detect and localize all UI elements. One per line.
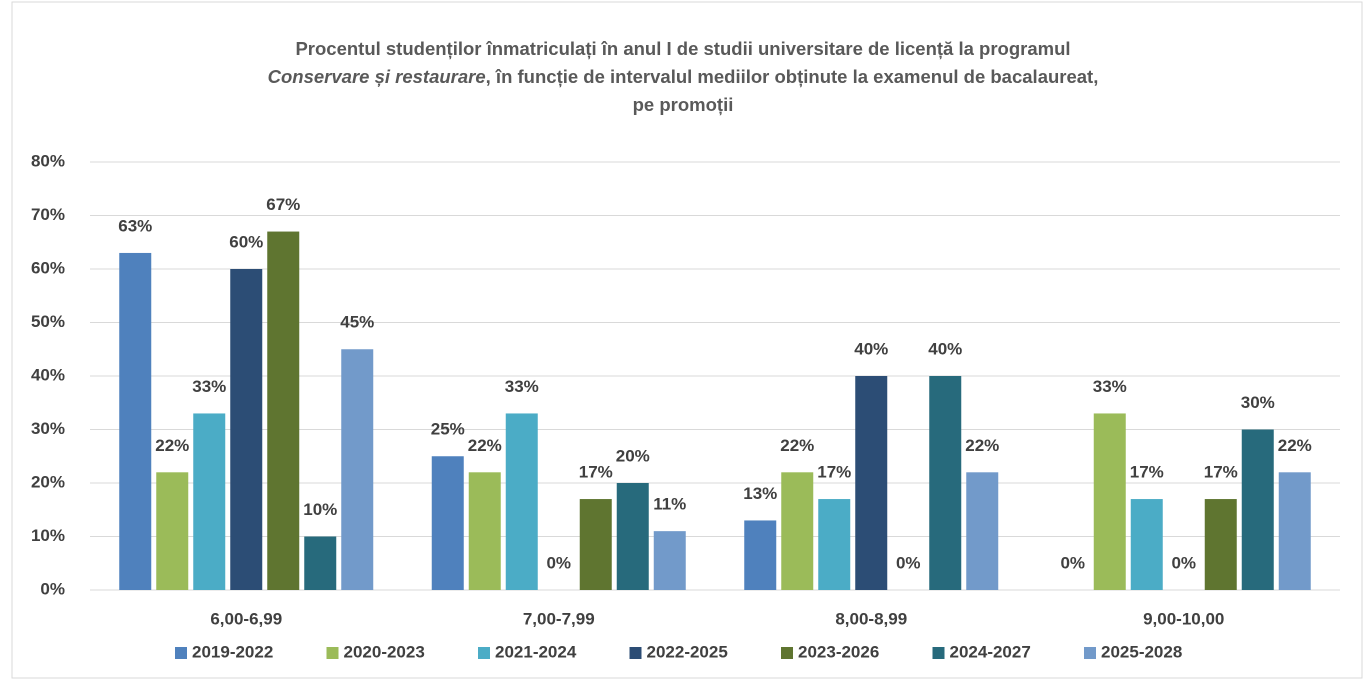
value-label: 22% [780, 436, 814, 455]
bar [156, 472, 189, 590]
bar [579, 499, 612, 590]
bar [781, 472, 814, 590]
bar [855, 376, 888, 590]
value-label: 22% [155, 436, 189, 455]
bar [1130, 499, 1163, 590]
value-label: 25% [431, 420, 465, 439]
legend-swatch [1084, 647, 1096, 659]
value-label: 45% [340, 313, 374, 332]
value-label: 13% [743, 484, 777, 503]
value-label: 33% [1093, 377, 1127, 396]
value-label: 60% [229, 232, 263, 251]
value-label: 22% [965, 436, 999, 455]
bar [505, 413, 538, 590]
y-tick-label: 40% [31, 365, 65, 384]
bar [1241, 429, 1274, 590]
bar [966, 472, 999, 590]
legend-label: 2020-2023 [344, 642, 425, 661]
bar [267, 231, 300, 591]
title-segment: Procentul studenților înmatriculați în a… [295, 38, 1070, 59]
legend-swatch [478, 647, 490, 659]
bar [230, 269, 263, 590]
legend-swatch [175, 647, 187, 659]
bar [304, 536, 337, 590]
bar [744, 520, 777, 590]
title-segment: Conservare și restaurare [268, 66, 486, 87]
x-tick-label: 8,00-8,99 [835, 609, 907, 628]
bar [193, 413, 226, 590]
value-label: 67% [266, 195, 300, 214]
legend-label: 2021-2024 [495, 642, 577, 661]
legend-swatch [326, 647, 339, 659]
bar [468, 472, 501, 590]
bar [929, 376, 962, 590]
bar [653, 531, 686, 590]
chart-title: Procentul studenților înmatriculați în a… [295, 38, 1070, 59]
y-tick-label: 80% [31, 151, 65, 170]
y-tick-label: 30% [31, 419, 65, 438]
value-label: 20% [616, 446, 650, 465]
value-label: 11% [653, 495, 686, 514]
x-tick-label: 6,00-6,99 [210, 609, 282, 628]
legend-label: 2024-2027 [950, 642, 1031, 661]
legend-label: 2023-2026 [798, 642, 879, 661]
y-tick-label: 60% [31, 258, 65, 277]
value-label: 17% [579, 463, 613, 482]
value-label: 17% [817, 463, 851, 482]
legend-label: 2019-2022 [192, 642, 273, 661]
value-label: 22% [1278, 436, 1312, 455]
chart-title: Conservare și restaurare, în funcție de … [268, 66, 1099, 87]
value-label: 0% [896, 553, 921, 572]
y-tick-label: 10% [31, 526, 65, 545]
legend-label: 2025-2028 [1101, 642, 1182, 661]
bar [818, 499, 851, 590]
title-segment: pe promoții [633, 94, 734, 115]
value-label: 40% [854, 339, 888, 358]
legend-swatch [781, 647, 793, 659]
value-label: 30% [1241, 393, 1275, 412]
chart-title: pe promoții [633, 94, 734, 115]
y-tick-label: 0% [40, 579, 65, 598]
value-label: 17% [1130, 463, 1164, 482]
legend-swatch [932, 647, 945, 659]
x-tick-label: 9,00-10,00 [1143, 609, 1224, 628]
bar [1093, 413, 1126, 590]
bar [1278, 472, 1311, 590]
y-tick-label: 70% [31, 205, 65, 224]
y-tick-label: 50% [31, 312, 65, 331]
value-label: 0% [1060, 553, 1085, 572]
title-segment: , în funcție de intervalul mediilor obți… [486, 66, 1099, 87]
bar [119, 252, 152, 590]
value-label: 0% [546, 553, 571, 572]
legend-swatch [629, 647, 642, 659]
value-label: 63% [118, 216, 152, 235]
value-label: 0% [1171, 553, 1196, 572]
y-tick-label: 20% [31, 472, 65, 491]
value-label: 22% [468, 436, 502, 455]
legend-label: 2022-2025 [647, 642, 728, 661]
value-label: 10% [303, 500, 337, 519]
value-label: 33% [192, 377, 226, 396]
bar [431, 456, 464, 590]
value-label: 40% [928, 339, 962, 358]
value-label: 33% [505, 377, 539, 396]
bar [341, 349, 374, 590]
bar [1204, 499, 1237, 590]
bar [616, 483, 649, 590]
x-tick-label: 7,00-7,99 [523, 609, 595, 628]
value-label: 17% [1204, 463, 1238, 482]
